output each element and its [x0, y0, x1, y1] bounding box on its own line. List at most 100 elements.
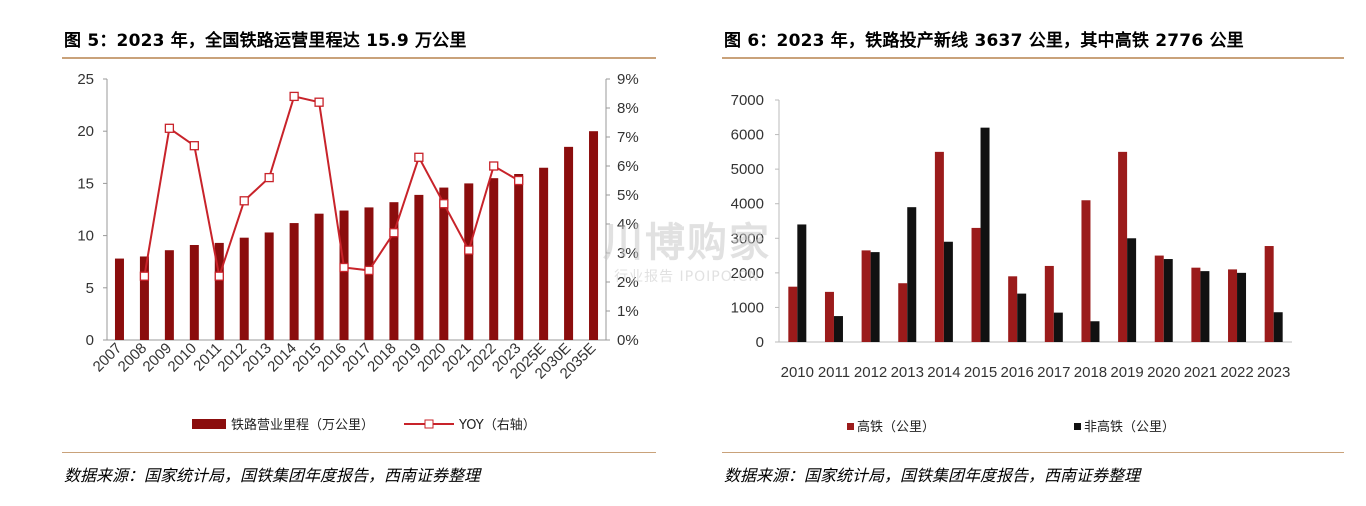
high-speed-bar: [1008, 276, 1018, 342]
mileage-bar: [514, 174, 524, 340]
mileage-bar: [189, 244, 199, 340]
non-high-speed-bar: [833, 316, 843, 342]
non-high-speed-bar: [1163, 259, 1173, 342]
x-tick-label: 2010: [781, 364, 814, 381]
y2-tick-label: 9%: [617, 71, 639, 88]
non-high-speed-bar: [870, 252, 880, 342]
high-speed-bar: [1264, 246, 1274, 342]
non-high-speed-bar: [1017, 293, 1027, 342]
mileage-bar: [264, 232, 274, 340]
mileage-bar: [589, 131, 599, 340]
title-rule: [62, 57, 656, 59]
figure-6-panel: 图 6：2023 年，铁路投产新线 3637 公里，其中高铁 2776 公里 0…: [722, 0, 1344, 506]
non-high-speed-bar: [943, 241, 953, 342]
source-rule: [62, 452, 656, 453]
y-tick-label: 7000: [731, 92, 764, 109]
yoy-line: [143, 95, 520, 281]
yoy-point: [414, 152, 424, 162]
non-high-speed-bar: [1090, 321, 1100, 342]
mileage-bar: [489, 178, 499, 340]
x-tick-label: 2014: [927, 364, 960, 381]
title-rule: [722, 57, 1344, 59]
mileage-bar: [389, 202, 399, 340]
figure-5-title: 图 5：2023 年，全国铁路运营里程达 15.9 万公里: [64, 31, 467, 51]
mileage-bar: [564, 146, 574, 340]
yoy-point: [264, 172, 274, 183]
yoy-point: [389, 228, 399, 238]
yoy-point: [189, 141, 199, 151]
y-tick-label: 6000: [731, 127, 764, 144]
mileage-bar: [539, 167, 549, 340]
y2-tick-label: 2%: [617, 274, 639, 291]
yoy-point: [164, 123, 175, 133]
legend-line-label: YOY（右轴）: [458, 418, 536, 433]
y-tick-label: 4000: [731, 196, 764, 213]
mileage-bar: [289, 223, 299, 340]
x-tick-label: 2022: [1220, 364, 1253, 381]
y2-tick-label: 1%: [617, 303, 639, 320]
high-speed-bar: [1154, 255, 1164, 342]
railway-mileage-chart: 05101520250%1%2%3%4%5%6%7%8%9%2007200820…: [77, 71, 639, 433]
legend-bar-swatch: [192, 419, 226, 429]
legend-non-high-speed-label: 非高铁（公里）: [1084, 419, 1175, 435]
legend-high-speed-label: 高铁（公里）: [857, 419, 935, 435]
y-tick-label: 2000: [731, 265, 764, 282]
mileage-bar: [114, 258, 124, 340]
figure-5-source: 数据来源：国家统计局，国铁集团年度报告，西南证券整理: [64, 466, 481, 485]
x-tick-label: 2013: [891, 364, 924, 381]
yoy-point: [364, 265, 374, 276]
mileage-bar: [214, 242, 224, 340]
mileage-bar: [464, 183, 474, 340]
yoy-point: [289, 91, 299, 102]
mileage-bar: [414, 194, 424, 340]
y2-tick-label: 5%: [617, 187, 639, 204]
x-tick-label: 2015: [964, 364, 997, 381]
y-tick-label: 0: [756, 334, 764, 351]
y2-tick-label: 0%: [617, 332, 639, 349]
yoy-point: [214, 271, 224, 281]
yoy-point: [489, 161, 499, 171]
high-speed-bar: [934, 151, 944, 342]
x-tick-label: 2017: [1037, 364, 1070, 381]
yoy-point: [339, 262, 349, 273]
y2-tick-label: 8%: [617, 100, 639, 117]
y-tick-label: 5: [86, 280, 94, 297]
high-speed-bar: [1044, 265, 1054, 342]
mileage-bar: [239, 237, 249, 340]
x-tick-label: 2018: [1074, 364, 1107, 381]
figure-5-panel: 图 5：2023 年，全国铁路运营里程达 15.9 万公里 0 5 10 15 20 25…: [62, 0, 656, 506]
x-tick-label: 2020: [1147, 364, 1180, 381]
y2-tick-label: 4%: [617, 216, 639, 233]
mileage-bar: [164, 250, 174, 340]
legend-high-speed-swatch: [847, 423, 854, 430]
y-tick-label: 1000: [731, 299, 764, 316]
y-tick-label: 20: [77, 123, 94, 140]
y-tick-label: 3000: [731, 230, 764, 247]
x-tick-label: 2016: [1000, 364, 1033, 381]
y2-tick-label: 6%: [617, 158, 639, 175]
y2-tick-label: 3%: [617, 245, 639, 262]
yoy-point: [464, 245, 474, 255]
legend-line-marker: [424, 419, 434, 429]
non-high-speed-bar: [1200, 271, 1210, 342]
high-speed-bar: [788, 286, 798, 342]
x-tick-label: 2021: [1184, 364, 1217, 381]
x-tick-label: 2023: [1257, 364, 1290, 381]
legend-bar-label: 铁路营业里程（万公里）: [231, 417, 374, 433]
high-speed-bar: [898, 283, 908, 342]
y-tick-label: 15: [77, 175, 94, 192]
y-tick-label: 5000: [731, 161, 764, 178]
high-speed-bar: [861, 250, 871, 342]
mileage-bar: [339, 210, 349, 340]
high-speed-bar: [1228, 269, 1238, 342]
non-high-speed-bar: [1053, 312, 1063, 342]
y-tick-label: 10: [77, 228, 94, 245]
non-high-speed-bar: [980, 127, 990, 343]
non-high-speed-bar: [1237, 272, 1247, 342]
yoy-point: [314, 97, 324, 107]
high-speed-bar: [1118, 151, 1128, 342]
yoy-point: [439, 199, 449, 209]
high-speed-bar: [971, 227, 981, 342]
yoy-point: [514, 175, 524, 186]
